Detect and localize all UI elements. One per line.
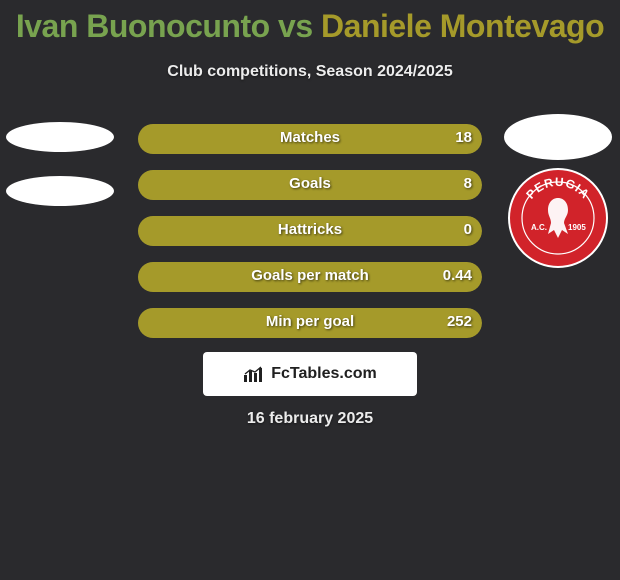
stat-bar-track <box>138 170 482 200</box>
chart-icon <box>243 365 265 383</box>
player2-badges: PERUGIA A.C. 1905 <box>504 114 614 268</box>
stat-bar-track <box>138 124 482 154</box>
player1-badges <box>6 122 116 230</box>
player1-name: Ivan Buonocunto <box>16 8 270 44</box>
stat-row: Goals per match0.44 <box>138 262 482 292</box>
stat-bar-right-fill <box>138 308 482 338</box>
stat-bar-track <box>138 216 482 246</box>
stat-row: Goals8 <box>138 170 482 200</box>
title-row: Ivan Buonocunto vs Daniele Montevago <box>0 0 620 45</box>
stat-value-right: 0 <box>464 221 472 238</box>
stat-value-right: 18 <box>455 129 472 146</box>
comparison-card: Ivan Buonocunto vs Daniele Montevago Clu… <box>0 0 620 580</box>
stat-bars: Matches18 Goals8 Hattricks0 Goals per match… <box>138 124 482 354</box>
player2-club-badge: PERUGIA A.C. 1905 <box>508 168 608 268</box>
stat-bar-track <box>138 308 482 338</box>
vs-text: vs <box>278 8 313 44</box>
stat-bar-right-fill <box>138 170 482 200</box>
stat-row: Matches18 <box>138 124 482 154</box>
stat-bar-right-fill <box>138 262 482 292</box>
player2-name: Daniele Montevago <box>321 8 604 44</box>
footer-date: 16 february 2025 <box>0 410 620 428</box>
stat-bar-track <box>138 262 482 292</box>
svg-text:1905: 1905 <box>568 223 586 232</box>
stat-row: Hattricks0 <box>138 216 482 246</box>
site-name: FcTables.com <box>271 365 377 383</box>
stat-value-right: 252 <box>447 313 472 330</box>
stat-bar-right-fill <box>138 124 482 154</box>
player1-club-placeholder <box>6 176 114 206</box>
stat-value-right: 8 <box>464 175 472 192</box>
site-badge: FcTables.com <box>203 352 417 396</box>
player1-photo-placeholder <box>6 122 114 152</box>
player2-photo-placeholder <box>504 114 612 160</box>
subtitle: Club competitions, Season 2024/2025 <box>0 63 620 81</box>
stat-bar-right-fill <box>138 216 482 246</box>
stat-value-right: 0.44 <box>443 267 472 284</box>
svg-text:A.C.: A.C. <box>531 223 547 232</box>
stat-row: Min per goal252 <box>138 308 482 338</box>
